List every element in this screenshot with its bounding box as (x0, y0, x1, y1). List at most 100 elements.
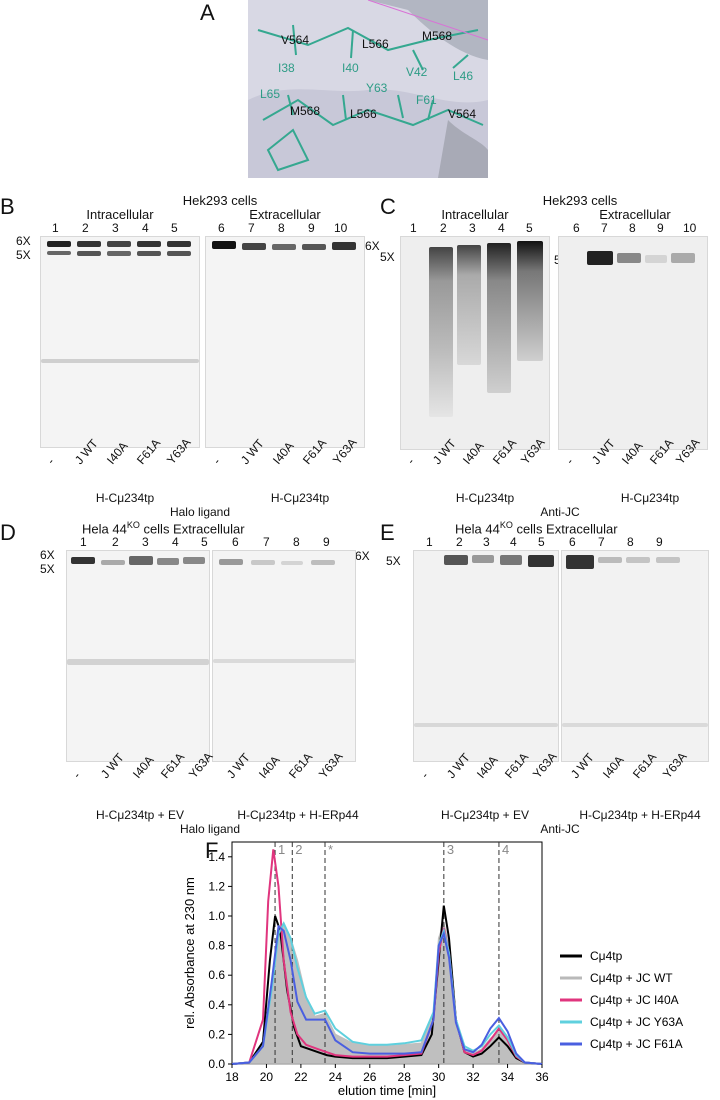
lane-number: 8 (278, 221, 285, 235)
residue-label: M568 (290, 104, 320, 118)
panel-f-letter: F (205, 838, 219, 863)
legend-label: Cμ4tp + JC WT (590, 971, 673, 985)
panel-d-construct-left: H-Cμ234tp + EV (96, 808, 184, 822)
x-tick-label: 26 (363, 1070, 377, 1084)
y-tick-label: 0.0 (208, 1057, 225, 1071)
marker-6x: 6X (40, 548, 55, 562)
panel-c-construct-left: H-Cμ234tp (455, 491, 515, 505)
marker-5x: 5X (40, 562, 55, 576)
lane-number: 6 (573, 221, 580, 235)
peak-marker-label: * (328, 842, 333, 857)
gel-b-intracellular (40, 236, 200, 448)
panel-b-intracellular: Intracellular (86, 207, 154, 222)
gel-c-intracellular (400, 236, 550, 450)
x-tick-label: 30 (432, 1070, 446, 1084)
gel-e-ev (413, 550, 559, 762)
peak-marker-label: 1 (278, 842, 285, 857)
lane-number: 2 (456, 535, 463, 549)
residue-label: L566 (362, 37, 389, 51)
residue-label: Y63 (366, 81, 388, 95)
lane-number: 1 (426, 535, 433, 549)
gel-e-erp44 (561, 550, 709, 762)
x-tick-label: 34 (501, 1070, 515, 1084)
panel-c-extracellular: Extracellular (599, 207, 671, 222)
panel-b-extracellular: Extracellular (249, 207, 321, 222)
y-tick-label: 1.2 (208, 879, 225, 893)
residue-label: F61 (416, 93, 437, 107)
lane-label: - (70, 768, 84, 781)
panel-c-intracellular: Intracellular (441, 207, 509, 222)
lane-number: 10 (334, 221, 348, 235)
lane-number: 9 (656, 535, 663, 549)
y-tick-label: 1.0 (208, 909, 225, 923)
y-axis-label: rel. Absorbance at 230 nm (182, 877, 197, 1029)
panel-d-letter: D (0, 520, 16, 545)
y-tick-label: 0.2 (208, 1027, 225, 1041)
residue-label: V42 (406, 65, 428, 79)
lane-number: 8 (293, 535, 300, 549)
lane-number: 2 (440, 221, 447, 235)
panel-a-letter: A (200, 0, 215, 25)
lane-label: - (563, 454, 577, 467)
x-tick-label: 28 (398, 1070, 412, 1084)
gel-c-extracellular (558, 236, 708, 450)
y-tick-label: 1.4 (208, 850, 225, 864)
lane-label: - (210, 454, 224, 467)
marker-6x-right: 6X (365, 239, 380, 253)
lane-number: 7 (598, 535, 605, 549)
panel-d-stain: Halo ligand (179, 822, 241, 836)
lane-number: 4 (172, 535, 179, 549)
panel-e-title: Hela 44KO cells Extracellular (455, 520, 715, 536)
series-line-3 (231, 921, 543, 1065)
lane-label: - (44, 454, 58, 467)
lane-number: 10 (683, 221, 697, 235)
lane-number: 9 (323, 535, 330, 549)
x-tick-label: 20 (260, 1070, 274, 1084)
marker-6x: 6X (16, 234, 31, 248)
lane-number: 1 (52, 221, 59, 235)
lane-number: 9 (308, 221, 315, 235)
gel-b-extracellular (205, 236, 365, 448)
x-axis-label: elution time [min] (338, 1083, 436, 1098)
peak-marker-label: 2 (295, 842, 302, 857)
lane-number: 7 (601, 221, 608, 235)
panel-c-letter: C (380, 194, 396, 219)
lane-number: 4 (142, 221, 149, 235)
panel-e-construct-left: H-Cμ234tp + EV (441, 808, 529, 822)
x-tick-label: 22 (294, 1070, 308, 1084)
lane-number: 3 (142, 535, 149, 549)
x-tick-label: 32 (466, 1070, 480, 1084)
lane-number: 3 (483, 535, 490, 549)
panel-e-letter: E (380, 520, 395, 545)
residue-label: L566 (350, 107, 377, 121)
lane-number: 1 (80, 535, 87, 549)
lane-number: 7 (248, 221, 255, 235)
panel-c-cells-title: Hek293 cells (542, 193, 618, 208)
panel-d-title-post: cells Extracellular (139, 521, 245, 537)
legend-label: Cμ4tp + JC I40A (590, 993, 679, 1007)
panel-c-construct-right: H-Cμ234tp (620, 491, 680, 505)
lane-number: 8 (627, 535, 634, 549)
lane-number: 9 (657, 221, 664, 235)
residue-label: I38 (278, 61, 295, 75)
lane-number: 7 (263, 535, 270, 549)
y-tick-label: 0.8 (208, 939, 225, 953)
panel-e-title-sup: KO (499, 520, 513, 530)
gel-d-ev (66, 550, 210, 762)
panel-b-cells-title: Hek293 cells (182, 193, 258, 208)
peak-marker-label: 4 (502, 842, 509, 857)
lane-number: 3 (469, 221, 476, 235)
lane-number: 3 (112, 221, 119, 235)
lane-label: - (404, 454, 418, 467)
residue-label: M568 (422, 29, 452, 43)
lane-number: 5 (526, 221, 533, 235)
panel-d-title-pre: Hela 44 (82, 521, 127, 537)
y-tick-label: 0.4 (208, 998, 225, 1012)
panel-e-stain: Anti-JC (540, 822, 580, 836)
lane-number: 2 (112, 535, 119, 549)
panel-b-construct-right: H-Cμ234tp (270, 491, 330, 505)
residue-label: I40 (342, 61, 359, 75)
residue-label: L46 (453, 69, 473, 83)
series-line-4 (231, 924, 543, 1065)
panel-b-letter: B (0, 194, 15, 219)
